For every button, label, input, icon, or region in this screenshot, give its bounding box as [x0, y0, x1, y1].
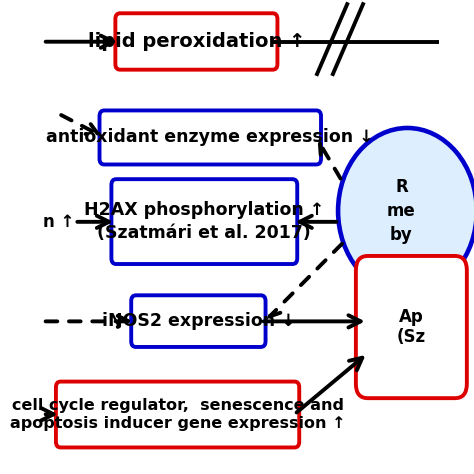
- FancyBboxPatch shape: [56, 382, 299, 447]
- Text: n ↑: n ↑: [43, 213, 74, 231]
- FancyBboxPatch shape: [356, 256, 467, 398]
- Text: iNOS2 expression ↓: iNOS2 expression ↓: [101, 312, 295, 330]
- Text: R
me
by: R me by: [387, 178, 416, 244]
- FancyBboxPatch shape: [131, 295, 265, 347]
- FancyBboxPatch shape: [111, 179, 297, 264]
- Circle shape: [338, 128, 474, 294]
- Text: antioxidant enzyme expression ↓: antioxidant enzyme expression ↓: [46, 128, 374, 146]
- Text: cell cycle regulator,  senescence and
apoptosis inducer gene expression ↑: cell cycle regulator, senescence and apo…: [10, 398, 346, 431]
- FancyBboxPatch shape: [100, 110, 321, 164]
- FancyBboxPatch shape: [115, 13, 277, 70]
- Text: Ap
(Sz: Ap (Sz: [397, 308, 426, 346]
- Text: H2AX phosphorylation ↑
(Szatmári et al. 2017): H2AX phosphorylation ↑ (Szatmári et al. …: [84, 201, 324, 242]
- Text: lipid peroxidation ↑: lipid peroxidation ↑: [88, 32, 305, 51]
